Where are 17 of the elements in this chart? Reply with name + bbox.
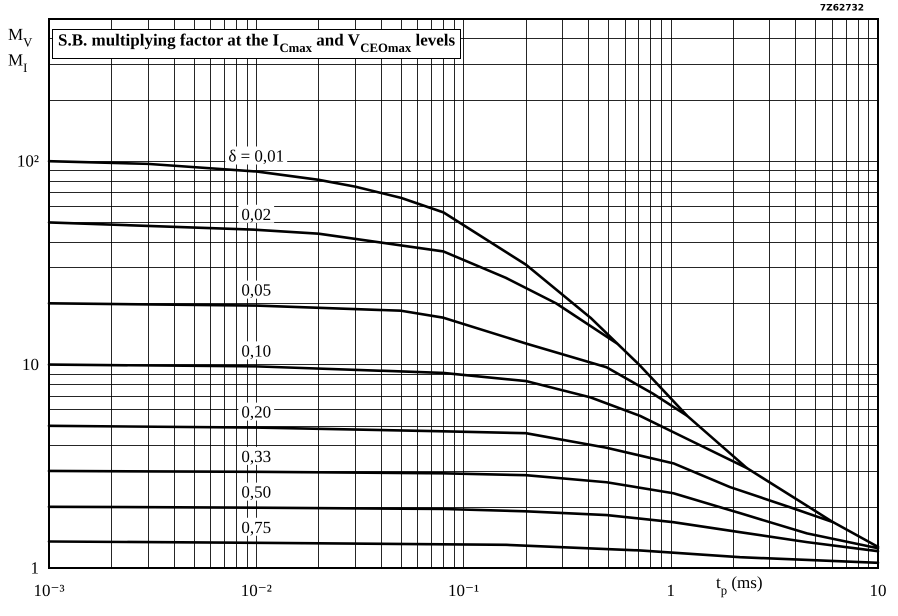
y-tick-label: 10 [22, 355, 39, 374]
series-label: δ = 0,01 [228, 146, 284, 166]
x-tick-label: 10 [870, 581, 886, 600]
series-label: 0,33 [241, 446, 272, 466]
y-tick-label: 10² [16, 152, 39, 171]
x-tick-label: 10⁻³ [33, 581, 65, 600]
series-label: 0,10 [241, 341, 272, 360]
x-tick-label: 10⁻¹ [448, 581, 480, 600]
x-tick-label: 1 [666, 581, 675, 600]
series-label: 0,20 [241, 402, 272, 422]
series-label: 0,50 [241, 482, 272, 502]
series-label: 0,75 [241, 518, 272, 537]
text: 7Z62732 [820, 4, 864, 14]
y-tick-label: 1 [30, 558, 39, 578]
x-tick-label: 10⁻² [240, 581, 272, 600]
series-label: 0,05 [241, 280, 272, 300]
series-label: 0,02 [241, 204, 272, 224]
